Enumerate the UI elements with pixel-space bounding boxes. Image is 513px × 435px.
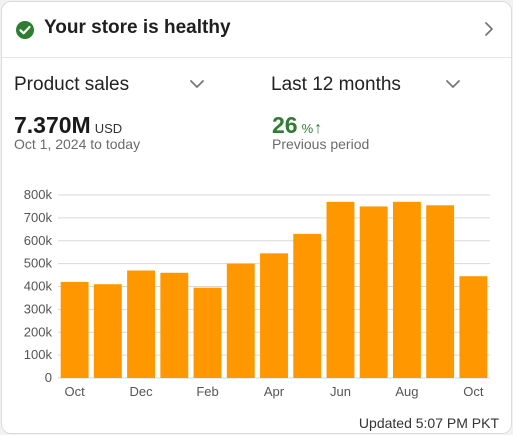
y-tick-label: 500k <box>24 256 53 271</box>
y-tick-label: 100k <box>24 347 53 362</box>
bar <box>459 276 488 378</box>
y-tick-label: 700k <box>24 210 53 225</box>
chevron-right-icon[interactable] <box>483 20 495 38</box>
bar <box>160 272 189 378</box>
x-tick-label: Oct <box>463 384 484 399</box>
bar <box>293 233 322 378</box>
total-sales-value: 7.370M <box>14 112 91 138</box>
check-circle-icon <box>16 21 34 39</box>
change-value: 26 <box>272 112 298 138</box>
bar <box>326 201 355 378</box>
change-unit: % <box>301 121 314 136</box>
x-tick-label: Apr <box>264 384 285 399</box>
sales-bar-chart: 0 100k 200k 300k 400k 500k 600k 700k 800k Oct Dec F… <box>24 187 490 399</box>
bar <box>193 287 222 378</box>
bar <box>226 263 255 378</box>
comparison-label: Previous period <box>272 136 370 152</box>
x-tick-label: Jun <box>330 384 351 399</box>
bar <box>93 284 122 378</box>
bar <box>60 281 89 378</box>
x-tick-label: Feb <box>196 384 218 399</box>
y-tick-label: 300k <box>24 301 53 316</box>
bar <box>426 205 455 378</box>
arrow-up-icon: ↑ <box>314 120 323 137</box>
chevron-down-icon[interactable] <box>189 78 205 90</box>
metric-selector[interactable]: Product sales <box>14 74 130 95</box>
x-tick-label: Oct <box>64 384 85 399</box>
x-tick-label: Dec <box>130 384 154 399</box>
store-health-title: Your store is healthy <box>44 17 231 38</box>
bar <box>392 201 421 378</box>
updated-timestamp: Updated 5:07 PM PKT <box>358 415 499 431</box>
chevron-down-icon[interactable] <box>445 78 461 90</box>
period-selector[interactable]: Last 12 months <box>271 74 401 95</box>
y-tick-label: 600k <box>24 233 53 248</box>
total-sales: 7.370M USD <box>14 112 122 139</box>
total-sales-unit: USD <box>94 121 123 136</box>
change-percent: 26 %↑ <box>272 112 322 139</box>
bar <box>127 270 156 378</box>
x-tick-label: Aug <box>395 384 418 399</box>
y-tick-label: 800k <box>24 187 53 202</box>
y-tick-label: 400k <box>24 279 53 294</box>
store-health-header[interactable]: Your store is healthy <box>2 2 511 58</box>
y-tick-label: 0 <box>45 370 52 385</box>
date-range: Oct 1, 2024 to today <box>14 136 141 152</box>
bar <box>359 206 388 378</box>
bar <box>260 253 288 378</box>
y-tick-label: 200k <box>24 324 53 339</box>
